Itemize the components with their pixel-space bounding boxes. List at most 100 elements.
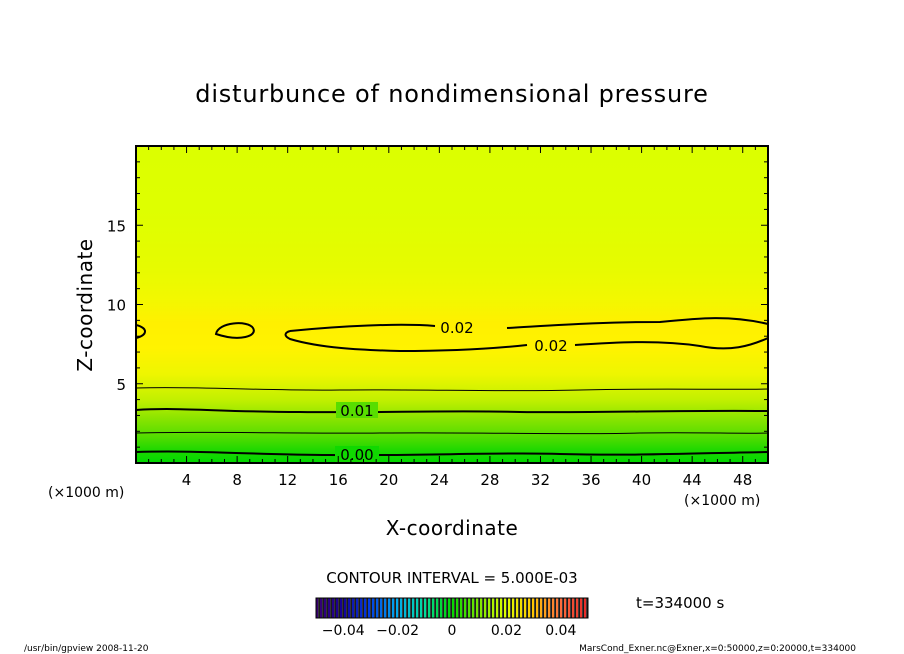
colorbar-swatch — [536, 598, 539, 618]
colorbar-swatch — [388, 598, 391, 618]
colorbar-swatch — [520, 598, 523, 618]
colorbar-gap — [366, 598, 368, 618]
colorbar-gap — [354, 598, 356, 618]
colorbar-swatch — [528, 598, 531, 618]
colorbar-gap — [478, 598, 480, 618]
contour-line-0-02-left-edge — [136, 324, 146, 339]
colorbar-gap — [422, 598, 424, 618]
colorbar-swatch — [372, 598, 375, 618]
y-axis-label: Z-coordinate — [73, 238, 97, 371]
colorbar-gap — [382, 598, 384, 618]
contour-label: 0.01 — [340, 402, 373, 420]
colorbar-gap — [398, 598, 400, 618]
colorbar-swatch — [360, 598, 363, 618]
plot-area: 0.02 0.02 0.01 0.00 4 8 12 16 20 24 28 32 36 40 44… — [107, 145, 769, 489]
colorbar-gap — [346, 598, 348, 618]
colorbar-gap — [454, 598, 456, 618]
colorbar-gap — [490, 598, 492, 618]
colorbar-swatch — [508, 598, 511, 618]
colorbar-gap — [362, 598, 364, 618]
x-tick-label: 40 — [632, 471, 651, 489]
contour-line-0-01 — [136, 408, 768, 414]
contour-line-0-02-bubble — [214, 322, 255, 339]
colorbar-swatch — [452, 598, 455, 618]
colorbar-swatch — [484, 598, 487, 618]
contour-line-0-005 — [136, 431, 768, 435]
colorbar-gap — [530, 598, 532, 618]
colorbar-gap — [410, 598, 412, 618]
colorbar-gap — [570, 598, 572, 618]
colorbar-swatch — [512, 598, 515, 618]
y-tick-label: 5 — [116, 376, 126, 394]
colorbar-gap — [322, 598, 324, 618]
contour-labels: 0.02 0.02 0.01 0.00 — [335, 319, 568, 464]
x-tick-label: 48 — [733, 471, 752, 489]
colorbar-gap — [494, 598, 496, 618]
colorbar-swatch — [316, 598, 319, 618]
colorbar-swatch — [384, 598, 387, 618]
colorbar-tick-label: 0.04 — [545, 623, 576, 639]
x-tick-label: 32 — [531, 471, 550, 489]
colorbar-swatch — [580, 598, 583, 618]
colorbar-gap — [506, 598, 508, 618]
colorbar-gap — [526, 598, 528, 618]
colorbar-tick-label: 0.02 — [491, 623, 522, 639]
colorbar-gap — [538, 598, 540, 618]
colorbar-swatch — [380, 598, 383, 618]
colorbar-swatch — [552, 598, 555, 618]
colorbar-gap — [326, 598, 328, 618]
colorbar-swatch — [344, 598, 347, 618]
colorbar-gap — [554, 598, 556, 618]
colorbar-gap — [582, 598, 584, 618]
colorbar-swatch — [448, 598, 451, 618]
contour-lines — [136, 317, 768, 457]
colorbar-swatch — [564, 598, 567, 618]
colorbar-swatch — [416, 598, 419, 618]
colorbar-swatch — [568, 598, 571, 618]
colorbar-gap — [514, 598, 516, 618]
colorbar-labels: −0.04 −0.02 0 0.02 0.04 — [322, 623, 577, 639]
colorbar-swatch — [368, 598, 371, 618]
colorbar-gap — [458, 598, 460, 618]
contour-label: 0.02 — [440, 319, 473, 337]
colorbar-gap — [446, 598, 448, 618]
colorbar-swatch — [352, 598, 355, 618]
colorbar-gap — [402, 598, 404, 618]
colorbar-gap — [498, 598, 500, 618]
colorbar-swatch — [400, 598, 403, 618]
colorbar-swatch — [500, 598, 503, 618]
colorbar-swatch — [424, 598, 427, 618]
colorbar-swatch — [476, 598, 479, 618]
colorbar-gap — [394, 598, 396, 618]
x-tick-label: 16 — [329, 471, 348, 489]
colorbar-swatch — [492, 598, 495, 618]
contour-interval-label: CONTOUR INTERVAL = 5.000E-03 — [326, 569, 577, 587]
footer-left: /usr/bin/gpview 2008-11-20 — [24, 644, 149, 654]
shaded-field — [136, 146, 768, 463]
colorbar-swatch — [340, 598, 343, 618]
colorbar-gap — [546, 598, 548, 618]
time-label: t=334000 s — [636, 594, 724, 612]
colorbar-swatch — [348, 598, 351, 618]
colorbar-gap — [442, 598, 444, 618]
colorbar-gap — [374, 598, 376, 618]
colorbar-gap — [574, 598, 576, 618]
colorbar-swatch — [392, 598, 395, 618]
x-tick-label: 44 — [683, 471, 702, 489]
colorbar-swatch — [404, 598, 407, 618]
colorbar-tick-label: −0.04 — [322, 623, 365, 639]
colorbar-swatch — [468, 598, 471, 618]
colorbar-swatch — [376, 598, 379, 618]
y-tick-label: 15 — [107, 217, 126, 235]
colorbar-gap — [334, 598, 336, 618]
colorbar-gap — [462, 598, 464, 618]
colorbar-swatch — [420, 598, 423, 618]
colorbar-frame — [315, 597, 589, 619]
colorbar-gap — [550, 598, 552, 618]
colorbar-gap — [426, 598, 428, 618]
contour-label-backdrop — [335, 446, 379, 462]
colorbar-gap — [350, 598, 352, 618]
colorbar-swatch — [324, 598, 327, 618]
x-axis-label: X-coordinate — [386, 516, 519, 540]
x-tick-label: 4 — [182, 471, 192, 489]
